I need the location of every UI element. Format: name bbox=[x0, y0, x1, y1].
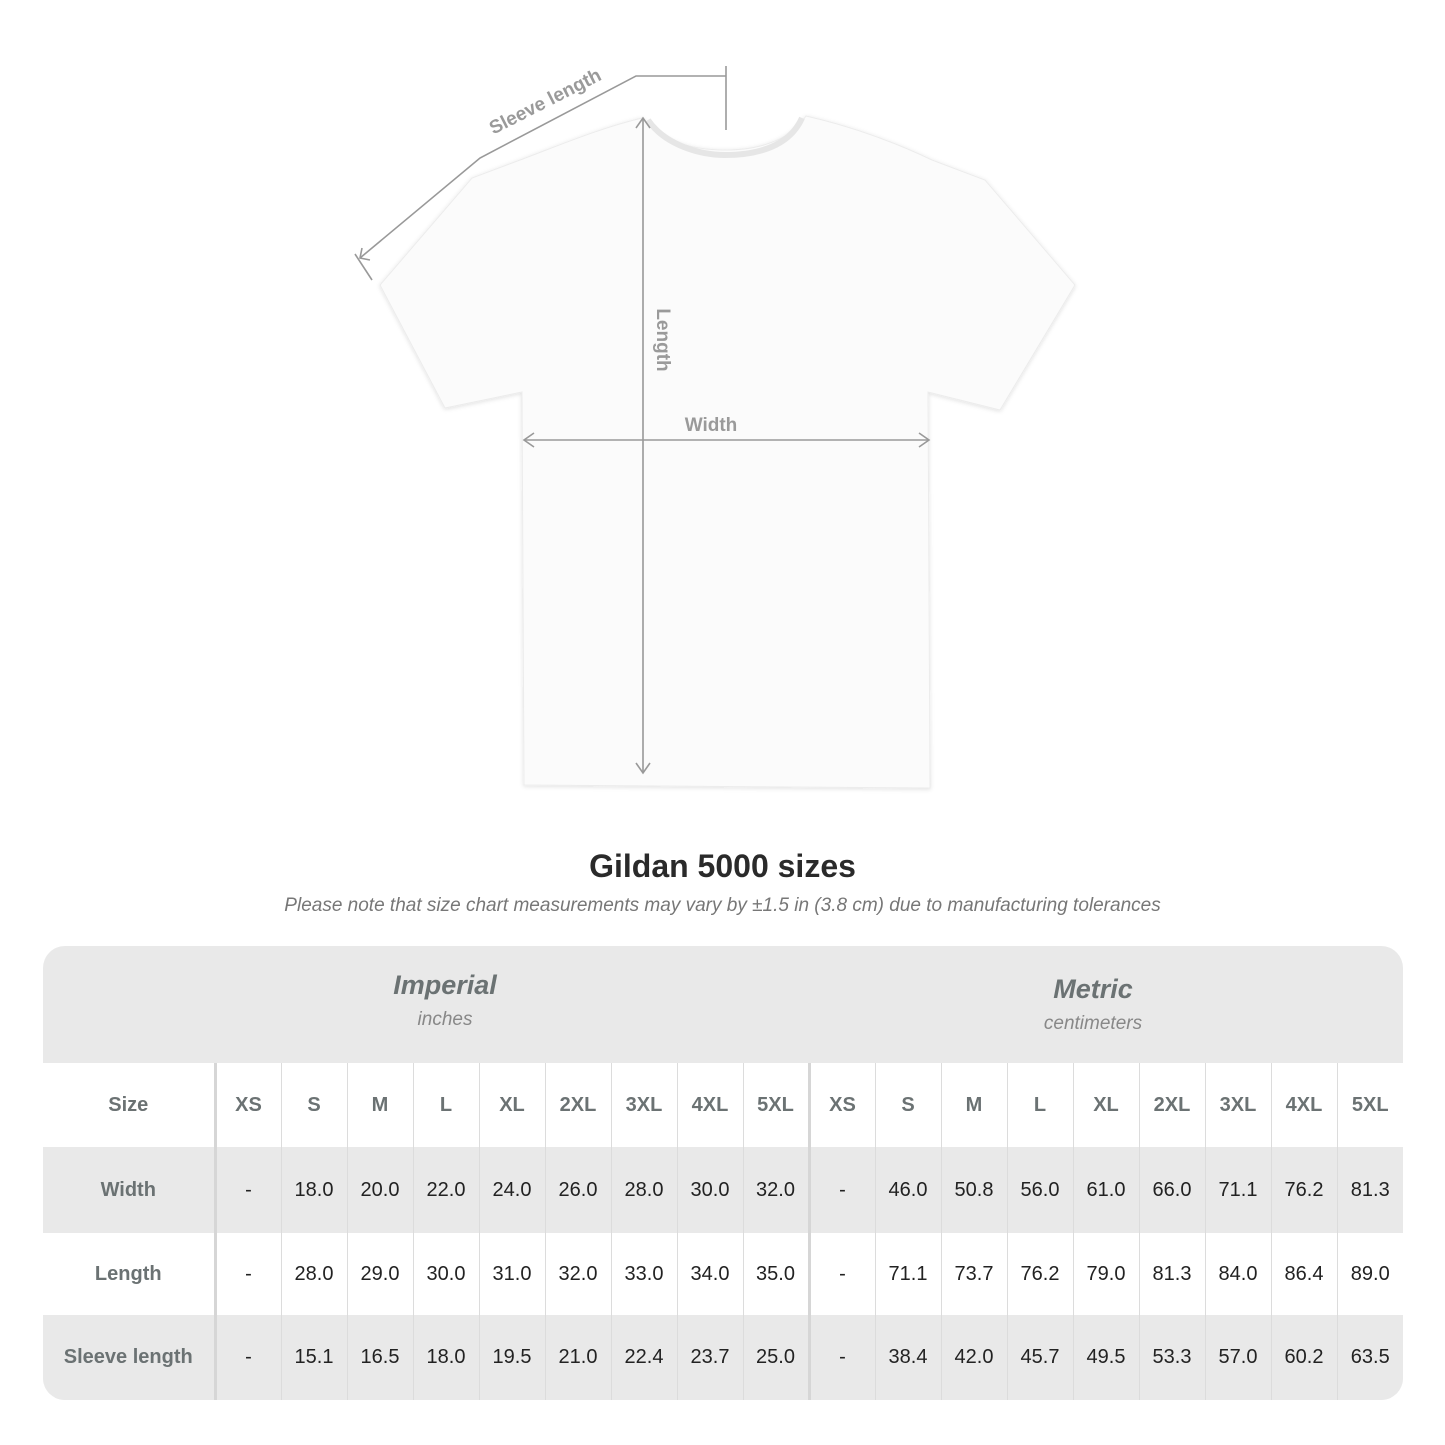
size-header-metric: S bbox=[874, 1063, 941, 1147]
table-cell-imperial: 28.0 bbox=[610, 1147, 677, 1233]
table-cell-imperial: 15.1 bbox=[280, 1315, 347, 1400]
table-row: Width -18.0 20.0 22.0 24.0 26.0 28.0 30.0 32.0-4… bbox=[43, 1147, 1403, 1233]
table-cell-metric: 42.0 bbox=[940, 1315, 1007, 1400]
imperial-header: Imperial inches bbox=[215, 946, 675, 1087]
metric-header: Metric centimeters bbox=[863, 946, 1323, 1091]
row-label: Sleeve length bbox=[43, 1315, 217, 1400]
table-cell-metric: 45.7 bbox=[1006, 1315, 1073, 1400]
table-cell-metric: 49.5 bbox=[1072, 1315, 1139, 1400]
table-cell-imperial: 33.0 bbox=[610, 1233, 677, 1315]
size-header-imperial: M bbox=[346, 1063, 413, 1147]
size-header-metric: 5XL bbox=[1336, 1063, 1403, 1147]
size-header-metric: XS bbox=[807, 1063, 875, 1147]
table-cell-imperial: 28.0 bbox=[280, 1233, 347, 1315]
table-cell-metric: 56.0 bbox=[1006, 1147, 1073, 1233]
size-header-imperial: XL bbox=[478, 1063, 545, 1147]
table-cell-imperial: 24.0 bbox=[478, 1147, 545, 1233]
table-cell-imperial: 30.0 bbox=[676, 1147, 743, 1233]
table-cell-metric: - bbox=[807, 1147, 875, 1233]
size-header-metric: L bbox=[1006, 1063, 1073, 1147]
table-cell-metric: 63.5 bbox=[1336, 1315, 1403, 1400]
table-cell-imperial: 34.0 bbox=[676, 1233, 743, 1315]
size-header: Size bbox=[43, 1063, 217, 1147]
size-header-imperial: L bbox=[412, 1063, 479, 1147]
table-cell-metric: 61.0 bbox=[1072, 1147, 1139, 1233]
table-cell-metric: 76.2 bbox=[1006, 1233, 1073, 1315]
table-cell-imperial: 25.0 bbox=[742, 1315, 809, 1400]
table-cell-imperial: 22.0 bbox=[412, 1147, 479, 1233]
size-header-imperial: S bbox=[280, 1063, 347, 1147]
table-cell-imperial: 32.0 bbox=[742, 1147, 809, 1233]
table-cell-metric: 84.0 bbox=[1204, 1233, 1271, 1315]
size-header-imperial: 5XL bbox=[742, 1063, 809, 1147]
table-cell-imperial: 21.0 bbox=[544, 1315, 611, 1400]
table-cell-metric: 89.0 bbox=[1336, 1233, 1403, 1315]
chart-title: Gildan 5000 sizes bbox=[589, 848, 856, 884]
table-row: Length -28.0 29.0 30.0 31.0 32.0 33.0 34.0 35.0-… bbox=[43, 1233, 1403, 1315]
table-cell-metric: 50.8 bbox=[940, 1147, 1007, 1233]
table-cell-imperial: 19.5 bbox=[478, 1315, 545, 1400]
table-cell-metric: 46.0 bbox=[874, 1147, 941, 1233]
size-header-metric: 4XL bbox=[1270, 1063, 1337, 1147]
row-label: Length bbox=[43, 1233, 217, 1315]
tshirt-diagram: Sleeve length Length Width bbox=[354, 65, 1076, 789]
table-cell-metric: 81.3 bbox=[1138, 1233, 1205, 1315]
table-cell-imperial: 26.0 bbox=[544, 1147, 611, 1233]
imperial-unit: inches bbox=[417, 1009, 473, 1030]
header-row: Size XS S M L XL 2XL 3XL 4XL 5XL XS S M L XL 2XL 3XL 4XL 5… bbox=[43, 1063, 1403, 1147]
table-cell-imperial: 16.5 bbox=[346, 1315, 413, 1400]
length-label: Length bbox=[652, 308, 673, 371]
width-label: Width bbox=[685, 415, 738, 436]
size-header-imperial: 2XL bbox=[544, 1063, 611, 1147]
table-cell-imperial: 35.0 bbox=[742, 1233, 809, 1315]
table-cell-imperial: 30.0 bbox=[412, 1233, 479, 1315]
table-cell-imperial: 29.0 bbox=[346, 1233, 413, 1315]
tolerance-note: Please note that size chart measurements… bbox=[284, 895, 1161, 916]
table-cell-metric: 60.2 bbox=[1270, 1315, 1337, 1400]
table-cell-imperial: 22.4 bbox=[610, 1315, 677, 1400]
table-cell-imperial: 20.0 bbox=[346, 1147, 413, 1233]
table-cell-metric: 73.7 bbox=[940, 1233, 1007, 1315]
table-cell-imperial: - bbox=[214, 1147, 281, 1233]
table-cell-metric: - bbox=[807, 1233, 875, 1315]
table-cell-metric: 57.0 bbox=[1204, 1315, 1271, 1400]
metric-unit: centimeters bbox=[1043, 1013, 1143, 1034]
table-cell-imperial: - bbox=[214, 1233, 281, 1315]
table-cell-imperial: 32.0 bbox=[544, 1233, 611, 1315]
table-cell-metric: 71.1 bbox=[1204, 1147, 1271, 1233]
table-cell-metric: 76.2 bbox=[1270, 1147, 1337, 1233]
size-header-metric: XL bbox=[1072, 1063, 1139, 1147]
table-cell-metric: 53.3 bbox=[1138, 1315, 1205, 1400]
size-header-metric: 3XL bbox=[1204, 1063, 1271, 1147]
table-cell-imperial: 18.0 bbox=[280, 1147, 347, 1233]
size-header-metric: 2XL bbox=[1138, 1063, 1205, 1147]
imperial-title: Imperial bbox=[393, 970, 497, 1000]
table-cell-imperial: 23.7 bbox=[676, 1315, 743, 1400]
table-cell-metric: 71.1 bbox=[874, 1233, 941, 1315]
table-cell-metric: 79.0 bbox=[1072, 1233, 1139, 1315]
table-cell-imperial: 18.0 bbox=[412, 1315, 479, 1400]
size-header-imperial: XS bbox=[214, 1063, 281, 1147]
table-cell-metric: - bbox=[807, 1315, 875, 1400]
table-cell-imperial: - bbox=[214, 1315, 281, 1400]
table-cell-metric: 81.3 bbox=[1336, 1147, 1403, 1233]
table-row: Sleeve length -15.1 16.5 18.0 19.5 21.0 22.4 23… bbox=[43, 1315, 1403, 1400]
size-table: Size XS S M L XL 2XL 3XL 4XL 5XL XS S M L XL 2XL 3XL 4XL 5… bbox=[43, 1063, 1403, 1400]
metric-title: Metric bbox=[1053, 974, 1133, 1004]
table-cell-metric: 66.0 bbox=[1138, 1147, 1205, 1233]
table-cell-metric: 86.4 bbox=[1270, 1233, 1337, 1315]
table-cell-metric: 38.4 bbox=[874, 1315, 941, 1400]
table-cell-imperial: 31.0 bbox=[478, 1233, 545, 1315]
size-table-panel: Imperial inches Metric centimeters Size X… bbox=[43, 946, 1403, 1400]
size-header-imperial: 4XL bbox=[676, 1063, 743, 1147]
row-label: Width bbox=[43, 1147, 217, 1233]
tshirt-shape bbox=[379, 115, 1076, 789]
size-header-metric: M bbox=[940, 1063, 1007, 1147]
size-header-imperial: 3XL bbox=[610, 1063, 677, 1147]
